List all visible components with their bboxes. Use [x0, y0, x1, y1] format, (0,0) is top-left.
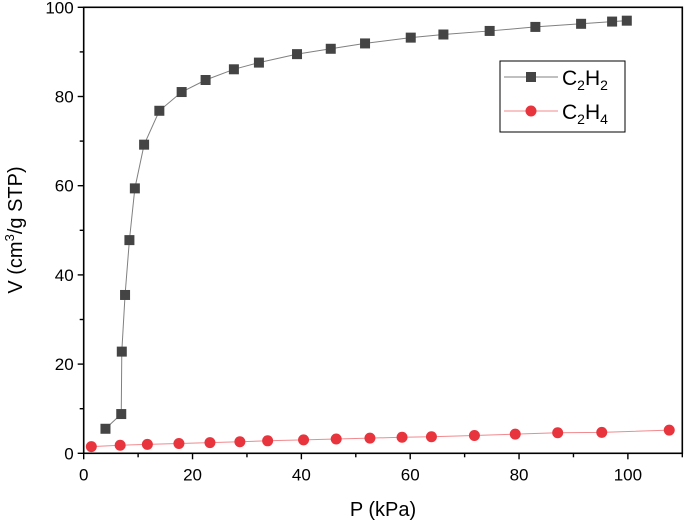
x-tick-label: 100 [614, 465, 642, 484]
data-point [364, 432, 376, 444]
series-c2h2 [100, 15, 632, 434]
data-point [114, 439, 126, 451]
data-point [325, 43, 336, 54]
data-point [129, 183, 140, 194]
data-point [663, 424, 675, 436]
y-tick-label: 80 [55, 88, 74, 107]
x-tick-label: 0 [79, 465, 88, 484]
data-point [576, 18, 587, 29]
data-point [596, 426, 608, 438]
data-point [425, 431, 437, 443]
data-point [176, 87, 187, 98]
data-point [120, 289, 131, 300]
data-point [438, 29, 449, 40]
y-tick-label: 20 [55, 355, 74, 374]
data-point [360, 38, 371, 49]
y-axis-label: V (cm3/g STP) [2, 166, 27, 293]
data-point [607, 16, 618, 27]
y-tick-label: 0 [64, 444, 73, 463]
data-point [292, 49, 303, 60]
data-point [228, 64, 239, 75]
data-point [262, 435, 274, 447]
x-tick-label: 80 [510, 465, 529, 484]
series-layer [85, 15, 675, 453]
data-point [405, 32, 416, 43]
legend-label-c2h2: C2H2 [562, 67, 608, 93]
data-point [154, 105, 165, 116]
data-point [530, 21, 541, 32]
x-tick-label: 20 [183, 465, 202, 484]
y-tick-label: 40 [55, 266, 74, 285]
x-axis-label: P (kPa) [350, 499, 416, 521]
x-tick-label: 40 [292, 465, 311, 484]
data-point [124, 235, 135, 246]
data-point [200, 74, 211, 85]
legend-box [499, 60, 626, 133]
data-point [116, 409, 127, 420]
data-point [141, 438, 153, 450]
y-tick-label: 100 [45, 0, 73, 17]
data-point [509, 428, 521, 440]
data-point [253, 57, 264, 68]
data-point [116, 346, 127, 357]
data-point [204, 437, 216, 449]
y-tick-label: 60 [55, 177, 74, 196]
x-axis: 0 20 40 60 80 100 [79, 453, 683, 484]
data-point [298, 434, 310, 446]
data-point [396, 431, 408, 443]
data-point [139, 139, 150, 150]
data-point [330, 433, 342, 445]
data-point [552, 427, 564, 439]
series-line [105, 20, 627, 430]
data-point [621, 15, 632, 26]
data-point [468, 429, 480, 441]
data-point [484, 25, 495, 36]
legend-label-c2h4: C2H4 [562, 101, 608, 127]
data-point [100, 423, 111, 434]
data-point [173, 437, 185, 449]
series-c2h4 [85, 424, 675, 453]
data-point [85, 441, 97, 453]
y-axis: 0 20 40 60 80 100 [45, 0, 84, 463]
legend: C2H2 C2H4 [499, 60, 626, 133]
legend-marker-c2h2 [526, 72, 536, 82]
x-tick-label: 60 [401, 465, 420, 484]
legend-marker-c2h4 [525, 105, 537, 117]
data-point [234, 436, 246, 448]
